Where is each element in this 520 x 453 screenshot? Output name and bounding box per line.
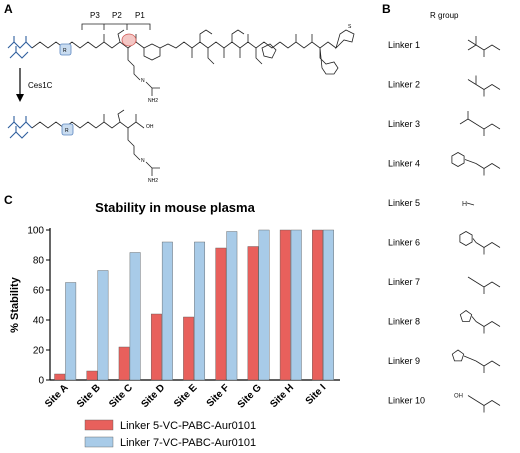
r-group-row: Linker 3	[388, 111, 501, 136]
nh2-label-bottom: NH2	[148, 178, 158, 184]
bar-linker7	[258, 229, 270, 381]
r-group-row: Linker 7	[388, 276, 501, 294]
x-tick-label: Site F	[205, 382, 232, 409]
panel-letter-b: B	[382, 2, 391, 16]
panel-letter-a: A	[4, 2, 13, 16]
bar-linker7	[290, 229, 302, 381]
bar-linker5	[312, 229, 323, 381]
x-tick-label: Site H	[268, 382, 296, 410]
reaction-scheme: P3 P2 P1 R N NH2 S Ces1C	[7, 11, 355, 184]
oh-label: OH	[146, 124, 154, 130]
linker-label: Linker 1	[388, 40, 420, 50]
r-group-header: R group	[430, 11, 459, 20]
y-tick-label: 60	[33, 286, 45, 297]
x-tick-label: Site E	[172, 382, 200, 410]
r-group-structure	[459, 111, 501, 136]
r-group-row: Linker 1	[388, 36, 501, 57]
r-label-bottom: R	[65, 128, 69, 134]
bar-linker5	[150, 313, 162, 381]
y-tick-label: 0	[38, 376, 44, 387]
bar-linker7	[97, 270, 109, 381]
r-group-row: Linker 5 H	[388, 198, 475, 208]
x-tick-label: Site B	[75, 382, 103, 410]
bar-linker5	[118, 346, 130, 381]
r-group-structure	[459, 231, 501, 255]
bar-linker5	[215, 247, 227, 381]
r-group-structure: OH	[454, 394, 501, 413]
linker-label: Linker 4	[388, 159, 420, 169]
linker-label: Linker 5	[388, 198, 420, 208]
x-tick-label: Site G	[236, 382, 264, 410]
y-tick-label: 20	[33, 346, 45, 357]
r-group-structure	[459, 310, 501, 334]
y-axis-label: % Stability	[9, 276, 21, 333]
legend-swatch	[84, 419, 114, 431]
enzyme-label: Ces1C	[28, 81, 53, 90]
product-molecule: R OH N NH2	[7, 109, 160, 184]
legend-label: Linker 5-VC-PABC-Aur0101	[120, 420, 256, 432]
r-group-structure	[467, 276, 501, 294]
stability-bar-chart: Stability in mouse plasma % Stability 0 2…	[9, 200, 340, 449]
protease-site-brackets: P3 P2 P1	[81, 11, 151, 30]
r-group-structure	[451, 349, 501, 373]
x-tick-label: Site D	[139, 382, 167, 410]
r-group-row: Linker 8	[388, 310, 501, 334]
r-group-table: R group Linker 1 Linker 2 Linker 3 Linker 4…	[388, 11, 501, 413]
reaction-arrow: Ces1C	[16, 68, 53, 102]
legend-label: Linker 7-VC-PABC-Aur0101	[120, 437, 256, 449]
r-group-structure	[451, 152, 501, 176]
linker-label: Linker 10	[388, 396, 425, 406]
bar-linker5	[183, 316, 195, 381]
bar-linker7	[194, 241, 206, 381]
r-group-row: Linker 10 OH	[388, 394, 501, 413]
linker-label: Linker 2	[388, 80, 420, 90]
bar-linker7	[65, 282, 77, 381]
linker-label: Linker 6	[388, 238, 420, 248]
r-group-row: Linker 2	[388, 75, 501, 97]
linker-label: Linker 3	[388, 119, 420, 129]
p3-label: P3	[90, 11, 100, 20]
bar-linker7	[323, 229, 334, 381]
r-group-row: Linker 9	[388, 349, 501, 373]
x-tick-label: Site C	[107, 382, 135, 410]
r-group-structure	[467, 36, 501, 57]
x-tick-label: Site I	[304, 382, 329, 407]
bar-linker5	[86, 370, 98, 381]
s-label: S	[348, 24, 352, 30]
nh2-label-top: NH2	[148, 98, 158, 104]
panel-letter-c: C	[4, 193, 13, 207]
bar-linker7	[161, 241, 173, 381]
legend-swatch	[84, 436, 114, 448]
bar-linker7	[129, 252, 141, 381]
bar-linker5	[247, 246, 259, 381]
hydrogen-label: H	[462, 201, 467, 208]
y-tick-label: 80	[33, 256, 45, 267]
r-group-structure	[467, 75, 501, 97]
r-group-structure: H	[462, 201, 475, 208]
linker-label: Linker 8	[388, 317, 420, 327]
r-label-top: R	[63, 48, 67, 54]
substrate-molecule: R N NH2 S	[7, 24, 355, 104]
nh-label: N	[141, 78, 145, 84]
linker-label: Linker 9	[388, 356, 420, 366]
y-tick-label: 100	[27, 226, 44, 237]
bar-linker7	[226, 231, 238, 381]
linker-label: Linker 7	[388, 277, 420, 287]
hydroxyl-label: OH	[454, 394, 463, 400]
x-tick-label: Site A	[43, 382, 71, 410]
bar-linker5	[54, 373, 66, 381]
p2-label: P2	[112, 11, 122, 20]
chart-title: Stability in mouse plasma	[95, 200, 255, 215]
nh-label-bottom: N	[141, 158, 145, 164]
r-group-row: Linker 4	[388, 152, 501, 176]
bar-linker5	[279, 229, 291, 381]
y-tick-label: 40	[33, 316, 45, 327]
r-group-row: Linker 6	[388, 231, 501, 255]
p1-label: P1	[135, 11, 145, 20]
